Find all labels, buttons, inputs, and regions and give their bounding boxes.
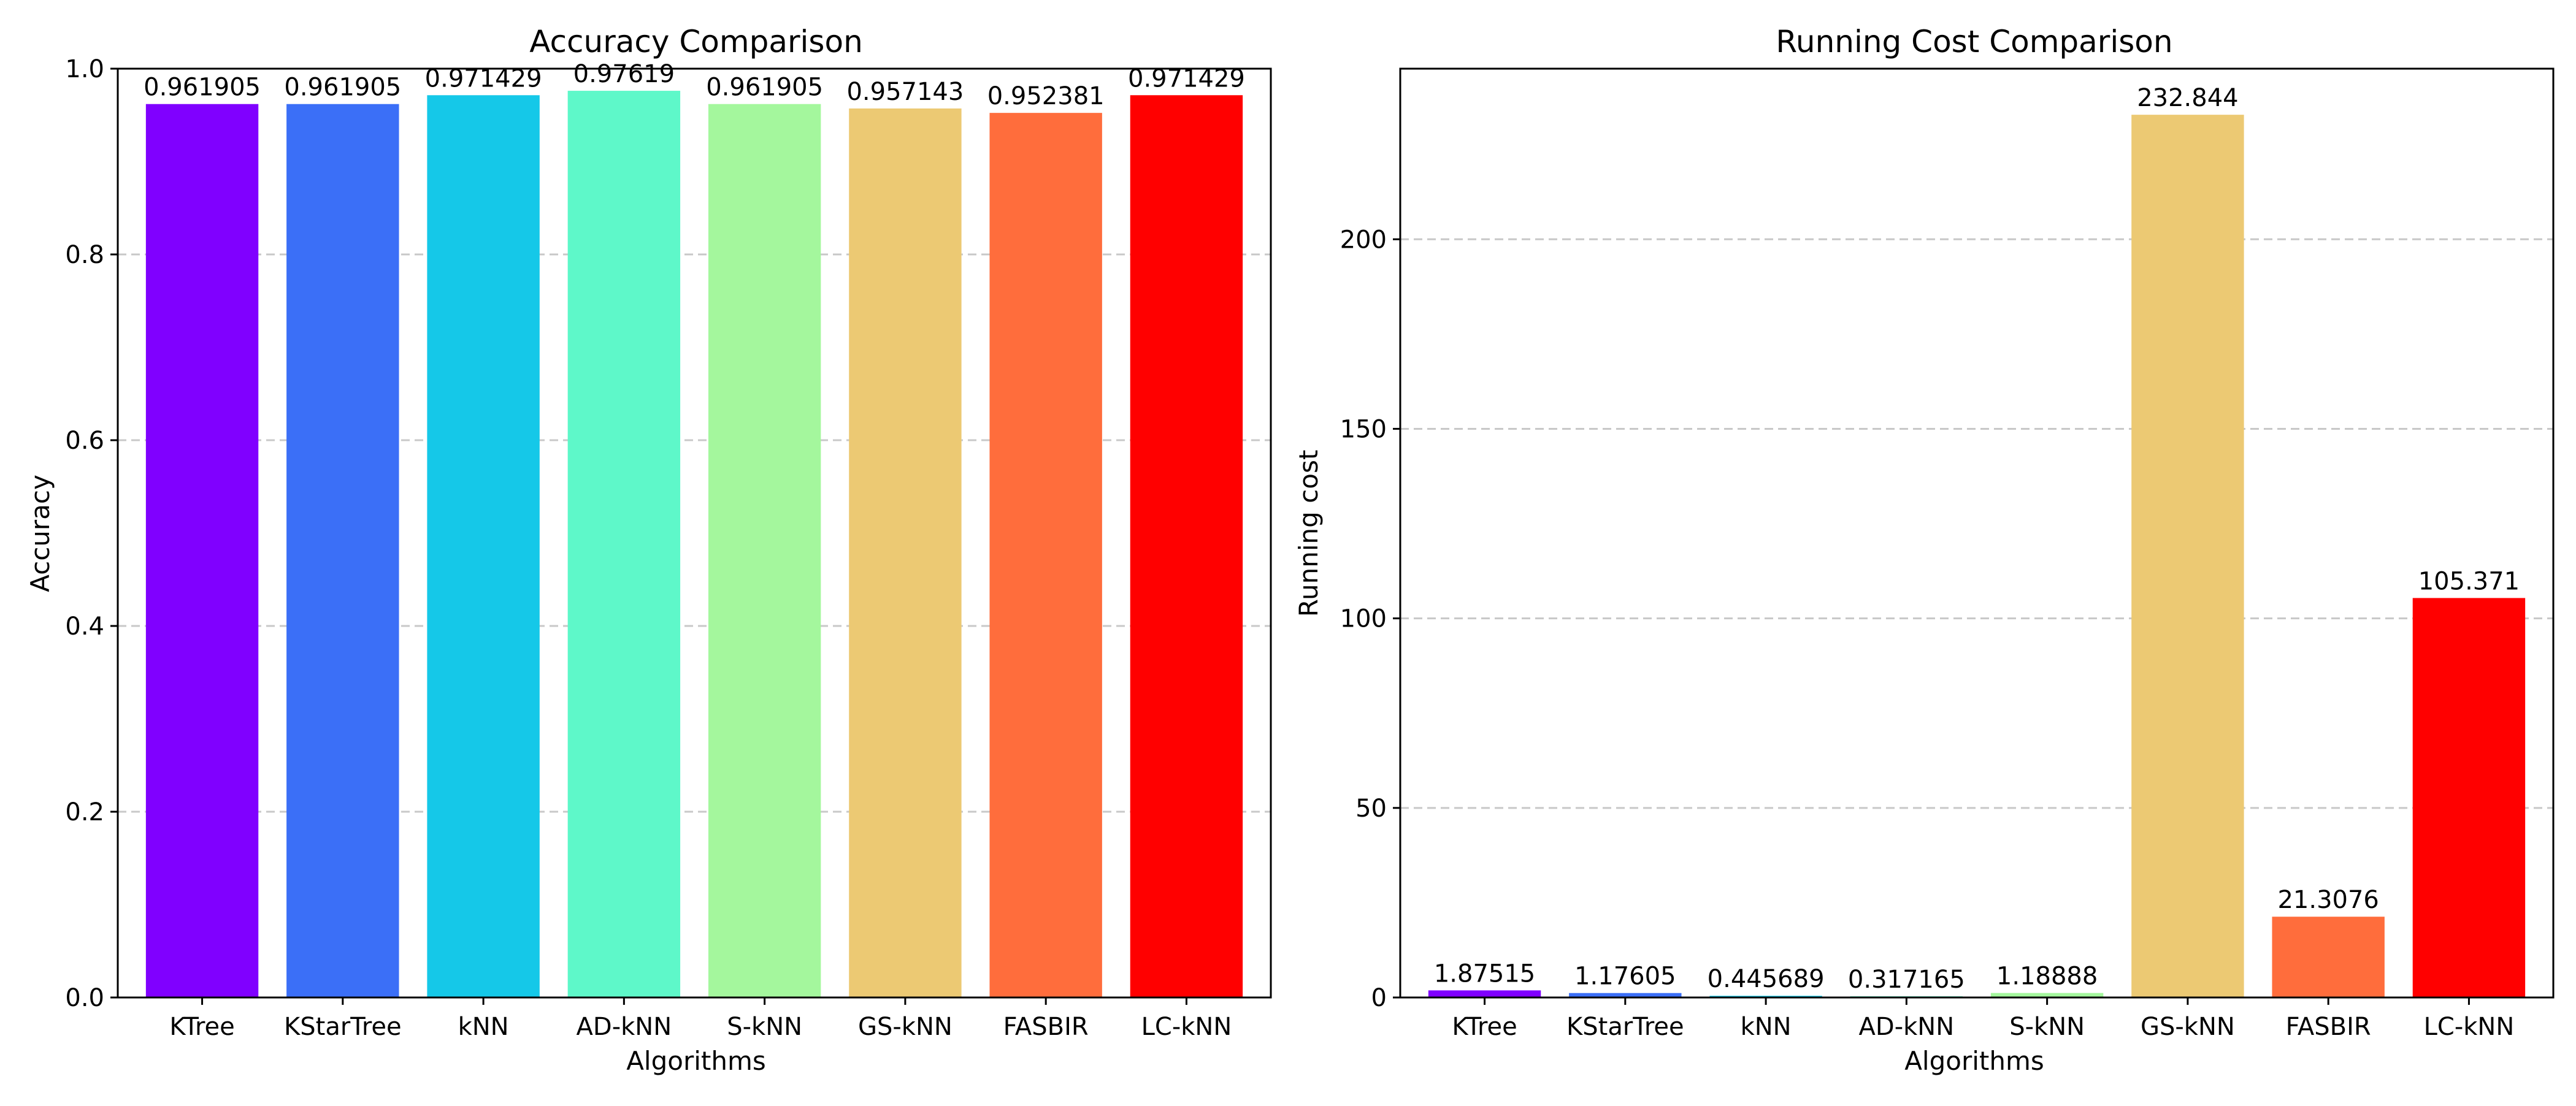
running-cost-data-label: 0.317165 <box>1848 966 1965 994</box>
running-cost-bar-gs-knn <box>2131 115 2244 998</box>
accuracy-y-tick-label: 0.2 <box>65 798 104 826</box>
running-cost-bars: 1.87515 1.17605 0.445689 0.317165 1.18888 232… <box>1428 84 2526 998</box>
accuracy-y-axis-label: Accuracy <box>25 475 55 592</box>
accuracy-data-label: 0.97619 <box>573 60 675 88</box>
running-cost-y-tick-label: 100 <box>1340 605 1387 633</box>
accuracy-x-tick-label: kNN <box>458 1013 509 1041</box>
accuracy-x-tick-label: KTree <box>169 1013 234 1041</box>
accuracy-data-label: 0.961905 <box>284 74 401 102</box>
running-cost-gridlines <box>1400 238 2553 809</box>
accuracy-bar-knn <box>427 95 540 998</box>
accuracy-bar-s-knn <box>708 104 821 998</box>
accuracy-bar-ktree <box>145 104 259 998</box>
running-cost-axes-frame <box>1399 67 2555 999</box>
running-cost-x-axis-label: Algorithms <box>1904 1046 2044 1076</box>
accuracy-bar-gs-knn <box>849 108 962 998</box>
accuracy-y-tick-label: 0.6 <box>65 427 104 455</box>
accuracy-y-tick-label: 0.4 <box>65 612 104 641</box>
running-cost-x-tick-label: kNN <box>1741 1013 1792 1041</box>
accuracy-axes-frame <box>117 67 1272 999</box>
accuracy-bar-kstartree <box>286 104 399 998</box>
running-cost-data-label: 21.3076 <box>2277 886 2379 914</box>
running-cost-data-label: 1.18888 <box>1996 963 2098 991</box>
running-cost-data-label: 1.87515 <box>1434 959 1535 988</box>
accuracy-bar-fasbir <box>989 113 1102 997</box>
running-cost-x-tick-label: KStarTree <box>1566 1013 1684 1041</box>
running-cost-bar-kstartree <box>1569 993 1682 997</box>
running-cost-bar-lc-knn <box>2412 598 2526 997</box>
accuracy-x-axis-label: Algorithms <box>626 1046 766 1076</box>
accuracy-x-tick-label: AD-kNN <box>577 1013 672 1041</box>
running-cost-data-label: 1.17605 <box>1574 963 1676 991</box>
accuracy-data-label: 0.952381 <box>987 82 1105 110</box>
running-cost-y-tick-label: 200 <box>1340 226 1387 254</box>
running-cost-bar-s-knn <box>1990 993 2104 997</box>
running-cost-x-tick-label: GS-kNN <box>2141 1013 2235 1041</box>
running-cost-x-tick-label: S-kNN <box>2009 1013 2085 1041</box>
running-cost-chart-title: Running Cost Comparison <box>1776 24 2172 59</box>
accuracy-y-tick-label: 0.8 <box>65 241 104 269</box>
accuracy-y-tick-label: 0.0 <box>65 984 104 1012</box>
running-cost-chart-panel: Running Cost Comparison Algorithms Runni… <box>1294 24 2555 1076</box>
accuracy-chart-panel: Accuracy Comparison Algorithms Accuracy … <box>25 24 1272 1076</box>
accuracy-bar-lc-knn <box>1130 95 1243 998</box>
running-cost-y-tick-label: 150 <box>1340 415 1387 443</box>
running-cost-x-tick-label: AD-kNN <box>1859 1013 1955 1041</box>
running-cost-data-label: 105.371 <box>2418 567 2520 595</box>
accuracy-data-label: 0.961905 <box>144 74 261 102</box>
running-cost-bar-ktree <box>1428 990 1541 997</box>
accuracy-x-tick-label: KStarTree <box>284 1013 402 1041</box>
running-cost-bar-fasbir <box>2272 917 2385 997</box>
running-cost-data-label: 232.844 <box>2137 84 2238 112</box>
running-cost-x-tick-label: FASBIR <box>2286 1013 2371 1041</box>
accuracy-data-label: 0.961905 <box>706 74 823 102</box>
accuracy-bar-ad-knn <box>567 91 681 997</box>
accuracy-bars: 0.961905 0.961905 0.971429 0.97619 0.961905 0… <box>144 60 1245 998</box>
running-cost-data-label: 0.445689 <box>1708 965 1825 993</box>
running-cost-y-tick-label: 0 <box>1371 984 1387 1012</box>
running-cost-x-tick-label: KTree <box>1452 1013 1517 1041</box>
accuracy-y-tick-label: 1.0 <box>65 55 104 83</box>
accuracy-x-tick-label: FASBIR <box>1003 1013 1089 1041</box>
accuracy-x-tick-label: LC-kNN <box>1141 1013 1232 1041</box>
accuracy-chart-title: Accuracy Comparison <box>529 24 863 59</box>
running-cost-y-tick-label: 50 <box>1355 795 1387 823</box>
accuracy-data-label: 0.957143 <box>846 78 964 106</box>
accuracy-x-tick-label: S-kNN <box>727 1013 802 1041</box>
accuracy-x-tick-label: GS-kNN <box>858 1013 953 1041</box>
running-cost-y-axis-label: Running cost <box>1294 450 1324 617</box>
running-cost-x-tick-label: LC-kNN <box>2424 1013 2515 1041</box>
